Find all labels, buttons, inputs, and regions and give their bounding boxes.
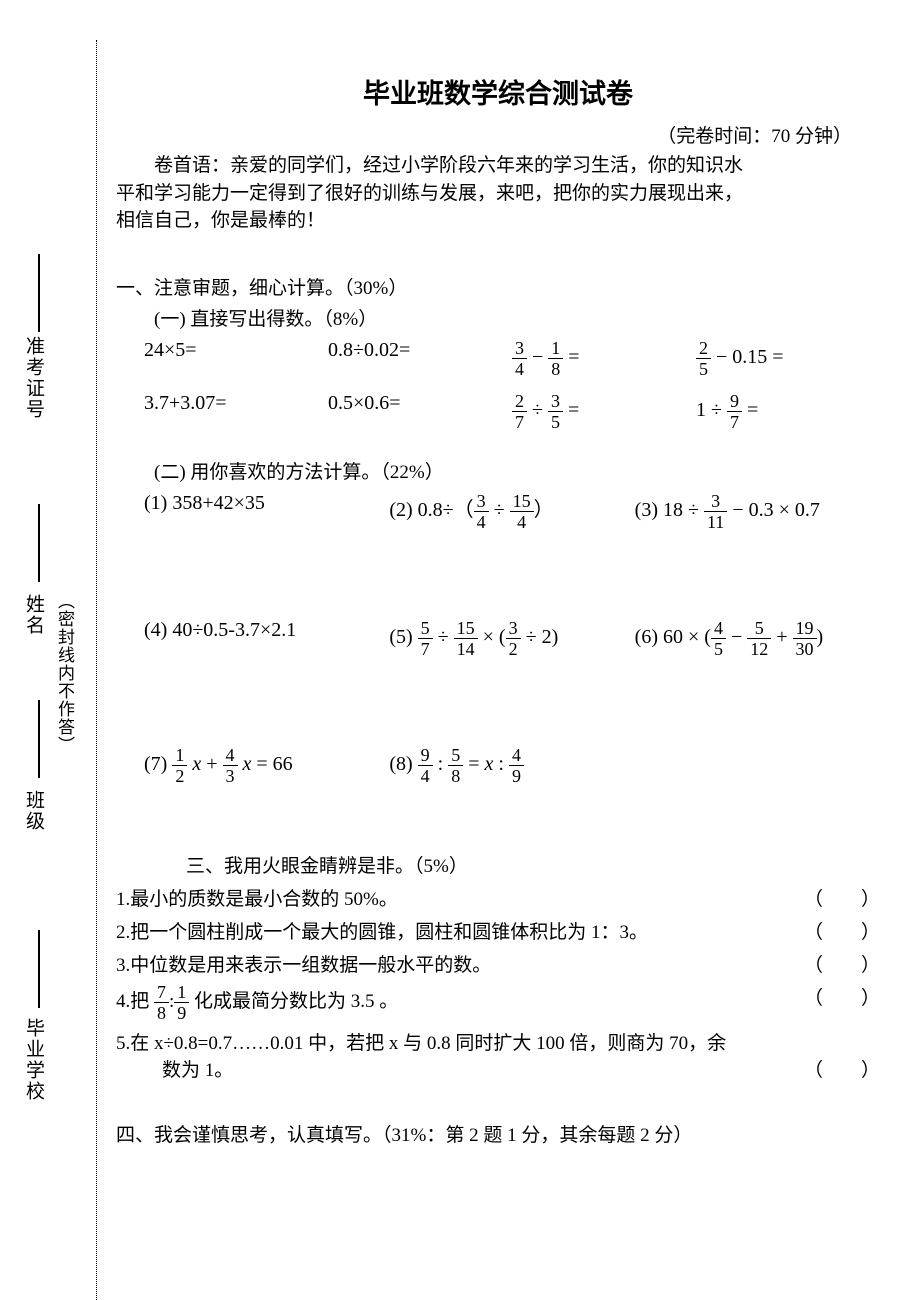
- sidebar-name-label: 姓名: [20, 594, 47, 636]
- subsection-1-2: (二) 用你喜欢的方法计算。（22%）: [116, 457, 880, 484]
- sidebar-blank-line: [38, 930, 40, 1008]
- calc-item: 0.8÷0.02=: [328, 339, 512, 378]
- question-7: (7) 12 x + 43 x = 66: [144, 746, 389, 785]
- sidebar-seal-note: （密封线内不作答）: [52, 592, 77, 754]
- q2-prefix: (2) 0.8÷（: [389, 499, 473, 521]
- q2-tail: ）: [534, 499, 554, 521]
- q3-prefix: (3): [635, 499, 663, 521]
- tf-item-4: 4.把 78:19 化成最简分数比为 3.5 。 （ ）: [116, 983, 880, 1022]
- q7-prefix: (7): [144, 753, 172, 775]
- question-6: (6) 60 × (45 − 512 + 1930): [635, 619, 880, 658]
- tf-item-3: 3.中位数是用来表示一组数据一般水平的数。 （ ）: [116, 950, 880, 977]
- calc-item: 0.5×0.6=: [328, 392, 512, 431]
- seal-dotted-line: [96, 40, 97, 1300]
- tf-text: 2.把一个圆柱削成一个最大的圆锥，圆柱和圆锥体积比为 1：3。: [116, 917, 804, 944]
- time-note: （完卷时间：70 分钟）: [116, 121, 880, 148]
- section-3-title: 三、我用火眼金睛辨是非。（5%）: [116, 851, 880, 878]
- tf-paren: （ ）: [804, 884, 880, 911]
- question-8: (8) 94 : 58 = x : 49: [389, 746, 634, 785]
- calc-row-2: 3.7+3.07= 0.5×0.6= 27 ÷ 35 = 1 ÷ 97 =: [116, 392, 880, 431]
- sidebar-labels: 毕业学校 班级 姓名 准考证号: [8, 0, 56, 1300]
- question-row-3: (7) 12 x + 43 x = 66 (8) 94 : 58 = x : 4…: [116, 746, 880, 785]
- tf-text: 3.中位数是用来表示一组数据一般水平的数。: [116, 950, 804, 977]
- question-blank: [635, 746, 880, 785]
- tf-item-5-line2: 数为 1。 （ ）: [116, 1055, 880, 1082]
- q6-prefix: (6): [635, 626, 663, 648]
- sidebar-blank-line: [38, 254, 40, 332]
- intro-paragraph: 卷首语：亲爱的同学们，经过小学阶段六年来的学习生活，你的知识水 平和学习能力一定…: [116, 152, 880, 235]
- section-1-title: 一、注意审题，细心计算。（30%）: [116, 273, 880, 300]
- question-row-2: (4) 40÷0.5-3.7×2.1 (5) 57 ÷ 1514 × (32 ÷…: [116, 619, 880, 658]
- page-content: 毕业班数学综合测试卷 （完卷时间：70 分钟） 卷首语：亲爱的同学们，经过小学阶…: [116, 72, 880, 1147]
- tf-text: 4.把 78:19 化成最简分数比为 3.5 。: [116, 983, 804, 1022]
- tf-paren: （ ）: [804, 950, 880, 977]
- question-row-1: (1) 358+42×35 (2) 0.8÷（34 ÷ 154） (3) 18 …: [116, 492, 880, 531]
- tf-paren: （ ）: [804, 1055, 880, 1082]
- calc-item: 1 ÷ 97 =: [696, 392, 880, 431]
- tf-item-1: 1.最小的质数是最小合数的 50%。 （ ）: [116, 884, 880, 911]
- tf-text: 1.最小的质数是最小合数的 50%。: [116, 884, 804, 911]
- question-5: (5) 57 ÷ 1514 × (32 ÷ 2): [389, 619, 634, 658]
- binding-sidebar: 毕业学校 班级 姓名 准考证号 （密封线内不作答）: [8, 0, 98, 1300]
- tf4-a: 4.把: [116, 991, 149, 1012]
- q7-tail: = 66: [251, 753, 292, 775]
- intro-line: 卷首语：亲爱的同学们，经过小学阶段六年来的学习生活，你的知识水: [116, 152, 880, 180]
- question-4: (4) 40÷0.5-3.7×2.1: [144, 619, 389, 658]
- q8-prefix: (8): [389, 753, 417, 775]
- sidebar-school-label: 毕业学校: [20, 1018, 47, 1102]
- calc-row-1: 24×5= 0.8÷0.02= 34 − 18 = 25 − 0.15 =: [116, 339, 880, 378]
- tf-paren: （ ）: [804, 917, 880, 944]
- calc-item: 27 ÷ 35 =: [512, 392, 696, 431]
- sidebar-examno-label: 准考证号: [20, 336, 47, 420]
- question-3: (3) 18 ÷ 311 − 0.3 × 0.7: [635, 492, 880, 531]
- question-2: (2) 0.8÷（34 ÷ 154）: [389, 492, 634, 531]
- calc-item: 34 − 18 =: [512, 339, 696, 378]
- tf-item-5: 5.在 x÷0.8=0.7……0.01 中，若把 x 与 0.8 同时扩大 10…: [116, 1028, 880, 1055]
- intro-line: 相信自己，你是最棒的！: [116, 207, 880, 235]
- calc-item: 24×5=: [144, 339, 328, 378]
- tf4-b: 化成最简分数比为 3.5 。: [194, 991, 398, 1012]
- page-title: 毕业班数学综合测试卷: [116, 72, 880, 111]
- calc-item: 25 − 0.15 =: [696, 339, 880, 378]
- question-1: (1) 358+42×35: [144, 492, 389, 531]
- tf-text: 数为 1。: [116, 1055, 804, 1082]
- sidebar-blank-line: [38, 504, 40, 582]
- intro-line: 平和学习能力一定得到了很好的训练与发展，来吧，把你的实力展现出来，: [116, 180, 880, 208]
- section-4-title: 四、我会谨慎思考，认真填写。（31%：第 2 题 1 分，其余每题 2 分）: [116, 1120, 880, 1147]
- tf-text: 5.在 x÷0.8=0.7……0.01 中，若把 x 与 0.8 同时扩大 10…: [116, 1028, 880, 1055]
- sidebar-blank-line: [38, 700, 40, 778]
- sidebar-class-label: 班级: [20, 790, 47, 832]
- tf-item-2: 2.把一个圆柱削成一个最大的圆锥，圆柱和圆锥体积比为 1：3。 （ ）: [116, 917, 880, 944]
- tf-paren: （ ）: [804, 983, 880, 1022]
- calc-item: 3.7+3.07=: [144, 392, 328, 431]
- subsection-1-1: (一) 直接写出得数。（8%）: [116, 304, 880, 331]
- q5-prefix: (5): [389, 626, 417, 648]
